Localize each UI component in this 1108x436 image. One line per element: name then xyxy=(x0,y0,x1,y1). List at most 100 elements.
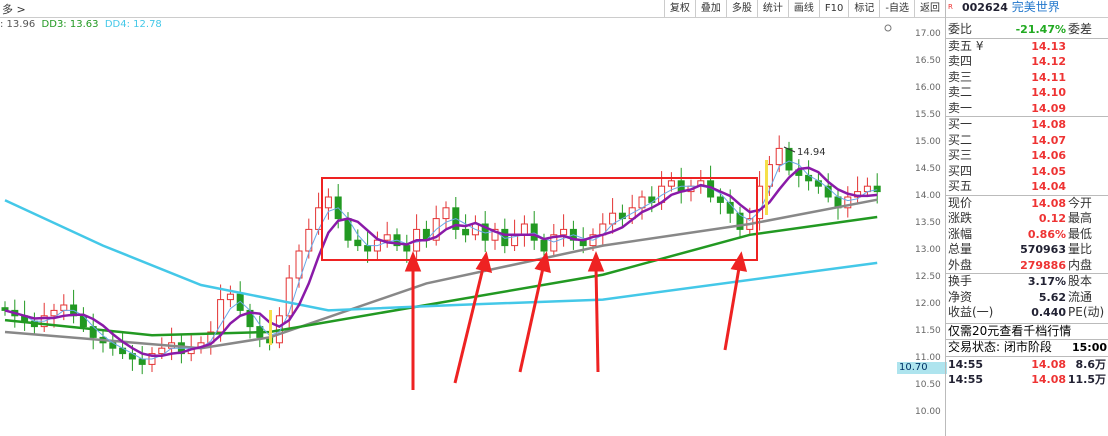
weicha-label: 委差 xyxy=(1068,22,1093,36)
quote-label: 总量 xyxy=(948,242,973,256)
bid-row: 买三 14.06 xyxy=(946,148,1108,164)
bid-label: 买三 xyxy=(948,148,973,162)
quote-row: 外盘 279886 内盘 xyxy=(946,258,1108,274)
statistics-button[interactable]: 统计 xyxy=(756,0,788,17)
candle xyxy=(667,180,675,187)
back-button[interactable]: 返回 xyxy=(914,0,945,17)
ma-legend: : 13.96 DD3: 13.63 DD4: 12.78 xyxy=(0,19,162,30)
fuquan-button[interactable]: 复权 xyxy=(663,0,695,17)
stat-value: 5.62 xyxy=(1038,290,1066,304)
mark-button[interactable]: 标记 xyxy=(848,0,879,17)
tick-price: 14.08 xyxy=(1031,373,1066,386)
tick-list: 14:55 14.08 8.6万 14:55 14.08 11.5万 xyxy=(946,355,1108,388)
quote-list: 现价 14.08 今开 涨跌 0.12 最高 涨幅 0.86% 最低 总量 570963 量比 外盘 27… xyxy=(946,194,1108,274)
candle xyxy=(550,234,558,252)
candle xyxy=(844,196,852,209)
stat-row: 换手 3.17% 股本 xyxy=(946,274,1108,290)
candle xyxy=(158,347,166,355)
candle xyxy=(491,228,499,241)
overlay-button[interactable]: 叠加 xyxy=(694,0,726,17)
stock-name[interactable]: 完美世界 xyxy=(1011,0,1060,14)
stat-row: 收益(一) 0.440 PE(动) xyxy=(946,305,1108,321)
candle xyxy=(324,196,332,209)
ask-row: 卖二 14.10 xyxy=(946,85,1108,101)
candle xyxy=(520,223,528,236)
candle xyxy=(530,223,538,241)
candle xyxy=(305,228,313,252)
quote-value: 279886 xyxy=(1020,258,1066,272)
quote-value: 570963 xyxy=(1020,243,1066,256)
quote-label: 外盘 xyxy=(948,257,973,272)
dd4-value: DD4: 12.78 xyxy=(104,19,162,30)
candle xyxy=(60,304,68,311)
consolidation-box xyxy=(321,177,758,261)
ask-row: 卖四 14.12 xyxy=(946,54,1108,70)
ma3-line xyxy=(4,160,878,360)
candle xyxy=(648,196,656,203)
yellow-marker xyxy=(765,160,768,215)
quote-row: 总量 570963 量比 xyxy=(946,242,1108,258)
quote-label: 涨跌 xyxy=(948,211,973,225)
multi-stock-button[interactable]: 多股 xyxy=(725,0,757,17)
candle xyxy=(824,185,832,198)
ma5-line xyxy=(4,166,878,358)
candle xyxy=(50,309,58,317)
f10-button[interactable]: F10 xyxy=(818,0,848,17)
tick-price: 14.08 xyxy=(1031,357,1066,371)
candle xyxy=(364,245,372,252)
bid-price: 14.06 xyxy=(1031,149,1066,162)
axis-tick: 10.50 xyxy=(915,380,941,390)
ask-row: 卖三 14.11 xyxy=(946,70,1108,86)
chart-toolbar: 多 > 复权 叠加 多股 统计 画线 F10 标记 -自选 返回 xyxy=(0,0,945,18)
stat-row: 净资 5.62 流通 xyxy=(946,290,1108,306)
remove-watchlist-button[interactable]: -自选 xyxy=(879,0,914,17)
quote-value: 14.08 xyxy=(1031,196,1066,210)
axis-tick: 12.00 xyxy=(915,299,941,309)
draw-line-button[interactable]: 画线 xyxy=(787,0,819,17)
axis-tick: 15.00 xyxy=(915,137,941,147)
candle xyxy=(383,234,391,241)
ask-label: 卖二 xyxy=(948,85,973,99)
candle xyxy=(285,277,293,317)
candle xyxy=(226,293,234,301)
candle xyxy=(295,250,303,279)
weibi-value: -21.47% xyxy=(1015,23,1066,36)
tick-time: 14:55 xyxy=(948,373,984,386)
bid-price: 14.07 xyxy=(1031,133,1066,147)
bid-list: 买一 14.08 买二 14.07 买三 14.06 买四 14.05 买五 14.04 xyxy=(946,116,1108,195)
rating-icon: R xyxy=(948,3,953,11)
quote-label: 涨幅 xyxy=(948,226,973,241)
quote-row: 涨幅 0.86% 最低 xyxy=(946,227,1108,243)
price-axis: 17.00 16.50 16.00 15.50 15.00 14.50 14.00 13.50… xyxy=(895,0,945,436)
annotation-arrows xyxy=(404,250,748,390)
quote-suffix: 内盘 xyxy=(1068,257,1093,272)
bid-price: 14.05 xyxy=(1031,164,1066,178)
candle xyxy=(462,228,470,236)
axis-tick: 13.50 xyxy=(915,218,941,228)
stat-suffix: 流通 xyxy=(1068,289,1093,304)
candle xyxy=(403,245,411,252)
stat-label: 收益(一) xyxy=(948,305,994,319)
ask-label: 卖五 ¥ xyxy=(948,38,984,53)
quote-suffix: 今开 xyxy=(1068,195,1093,210)
ask-label: 卖三 xyxy=(948,69,973,84)
ask-price: 14.12 xyxy=(1031,55,1066,68)
dd3-value: DD3: 13.63 xyxy=(41,19,99,30)
breadcrumb[interactable]: 多 > xyxy=(2,3,26,16)
bid-price: 14.08 xyxy=(1031,118,1066,131)
tick-time: 14:55 xyxy=(948,357,984,371)
bid-price: 14.04 xyxy=(1031,180,1066,193)
bid-label: 买二 xyxy=(948,132,973,147)
bid-label: 买一 xyxy=(948,117,973,131)
axis-tick: 14.00 xyxy=(915,191,941,201)
bid-row: 买四 14.05 xyxy=(946,164,1108,180)
yellow-marker xyxy=(269,310,272,345)
quote-row: 现价 14.08 今开 xyxy=(946,196,1108,212)
promo-link[interactable]: 仅需20元查看千档行情 xyxy=(948,323,1072,338)
quote-row: 涨跌 0.12 最高 xyxy=(946,211,1108,227)
axis-tick: 17.00 xyxy=(915,29,941,39)
kline-chart[interactable]: 14.94 xyxy=(0,0,895,436)
tick-volume: 11.5万 xyxy=(1067,373,1106,386)
stat-value: 3.17% xyxy=(1027,275,1066,288)
quote-panel: R 002624 完美世界 委比 -21.47% 委差 卖五 ¥ 14.13 卖四 14.… xyxy=(945,0,1108,436)
